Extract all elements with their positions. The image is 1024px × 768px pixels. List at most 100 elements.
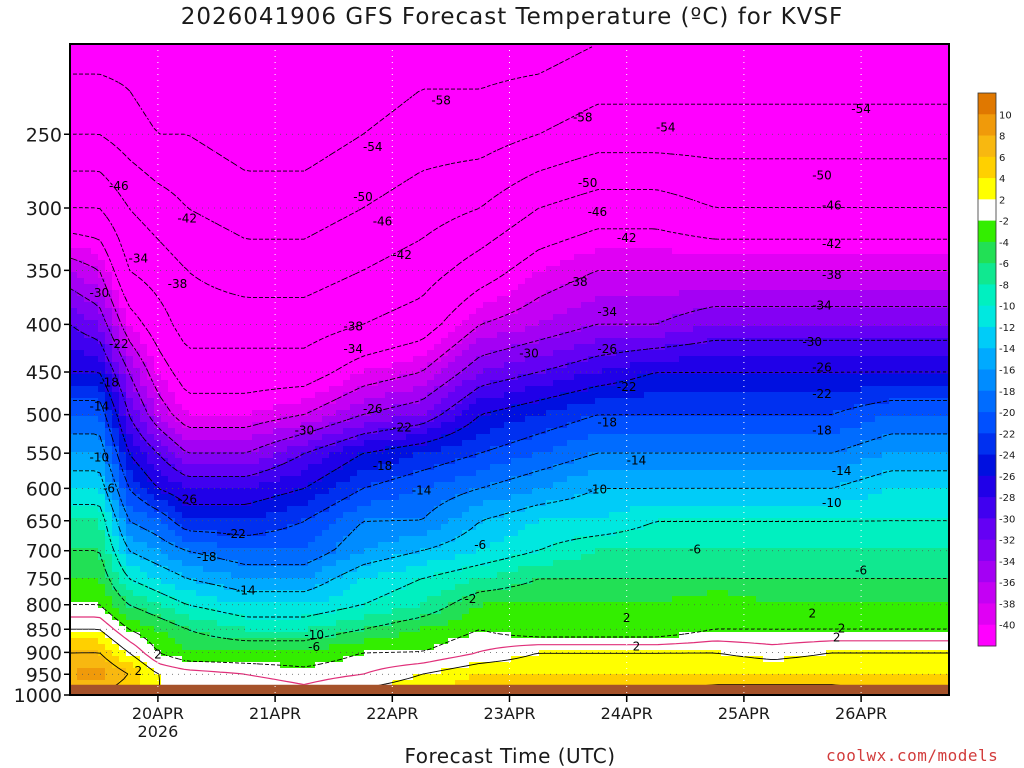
field-cell <box>161 116 169 123</box>
field-cell <box>119 98 127 105</box>
field-cell <box>574 74 582 81</box>
field-cell <box>574 80 582 87</box>
field-cell <box>525 110 533 117</box>
field-cell <box>875 254 883 261</box>
field-cell <box>616 134 624 141</box>
field-cell <box>602 254 610 261</box>
field-cell <box>329 176 337 183</box>
field-cell <box>784 158 792 165</box>
field-cell <box>917 116 925 123</box>
field-cell <box>735 86 743 93</box>
field-cell <box>413 128 421 135</box>
field-cell <box>588 218 596 225</box>
field-cell <box>420 116 428 123</box>
field-cell <box>462 62 470 69</box>
field-cell <box>651 266 659 273</box>
field-cell <box>945 194 949 201</box>
field-cell <box>826 164 834 171</box>
field-cell <box>504 260 512 267</box>
field-cell <box>406 218 414 225</box>
field-cell <box>224 206 232 213</box>
field-cell <box>511 164 519 171</box>
field-cell <box>721 62 729 69</box>
field-cell <box>70 182 78 189</box>
field-cell <box>861 188 869 195</box>
field-cell <box>553 260 561 267</box>
field-cell <box>462 200 470 207</box>
field-cell <box>483 170 491 177</box>
field-cell <box>91 62 99 69</box>
field-cell <box>567 224 575 231</box>
field-cell <box>630 254 638 261</box>
field-cell <box>560 278 568 285</box>
field-cell <box>469 242 477 249</box>
field-cell <box>882 224 890 231</box>
field-cell <box>938 200 946 207</box>
field-cell <box>315 230 323 237</box>
field-cell <box>252 230 260 237</box>
field-cell <box>154 188 162 195</box>
field-cell <box>462 266 470 273</box>
field-cell <box>119 152 127 159</box>
field-cell <box>567 104 575 111</box>
field-cell <box>798 152 806 159</box>
field-cell <box>805 182 813 189</box>
field-cell <box>539 74 547 81</box>
field-cell <box>280 92 288 99</box>
field-cell <box>875 74 883 81</box>
field-cell <box>917 92 925 99</box>
field-cell <box>392 146 400 153</box>
field-cell <box>756 158 764 165</box>
field-cell <box>595 248 603 255</box>
field-cell <box>798 68 806 75</box>
field-cell <box>301 110 309 117</box>
field-cell <box>553 242 561 249</box>
field-cell <box>133 242 141 249</box>
field-cell <box>77 218 85 225</box>
field-cell <box>791 164 799 171</box>
field-cell <box>455 74 463 81</box>
field-cell <box>882 98 890 105</box>
field-cell <box>539 182 547 189</box>
field-cell <box>574 86 582 93</box>
field-cell <box>112 134 120 141</box>
field-cell <box>329 212 337 219</box>
field-cell <box>553 278 561 285</box>
field-cell <box>105 116 113 123</box>
field-cell <box>560 224 568 231</box>
field-cell <box>168 62 176 69</box>
field-cell <box>490 134 498 141</box>
field-cell <box>553 254 561 261</box>
field-cell <box>924 194 932 201</box>
field-cell <box>252 140 260 147</box>
field-cell <box>147 74 155 81</box>
field-cell <box>497 116 505 123</box>
field-cell <box>658 164 666 171</box>
field-cell <box>343 122 351 129</box>
field-cell <box>763 266 771 273</box>
field-cell <box>441 248 449 255</box>
field-cell <box>784 200 792 207</box>
field-cell <box>546 218 554 225</box>
field-cell <box>938 62 946 69</box>
field-cell <box>756 80 764 87</box>
field-cell <box>658 194 666 201</box>
field-cell <box>630 176 638 183</box>
field-cell <box>847 146 855 153</box>
field-cell <box>805 98 813 105</box>
field-cell <box>875 92 883 99</box>
field-cell <box>882 206 890 213</box>
field-cell <box>413 146 421 153</box>
field-cell <box>896 212 904 219</box>
field-cell <box>469 260 477 267</box>
field-cell <box>504 158 512 165</box>
field-cell <box>350 254 358 261</box>
field-cell <box>91 212 99 219</box>
field-cell <box>448 68 456 75</box>
field-cell <box>406 200 414 207</box>
field-cell <box>161 74 169 81</box>
field-cell <box>889 74 897 81</box>
field-cell <box>938 182 946 189</box>
field-cell <box>266 170 274 177</box>
field-cell <box>168 68 176 75</box>
